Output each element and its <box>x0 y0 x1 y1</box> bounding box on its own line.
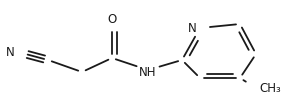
Text: O: O <box>107 13 117 26</box>
Text: N: N <box>6 46 15 58</box>
Text: CH₃: CH₃ <box>259 82 281 95</box>
Text: N: N <box>188 22 197 35</box>
Text: NH: NH <box>139 66 157 79</box>
